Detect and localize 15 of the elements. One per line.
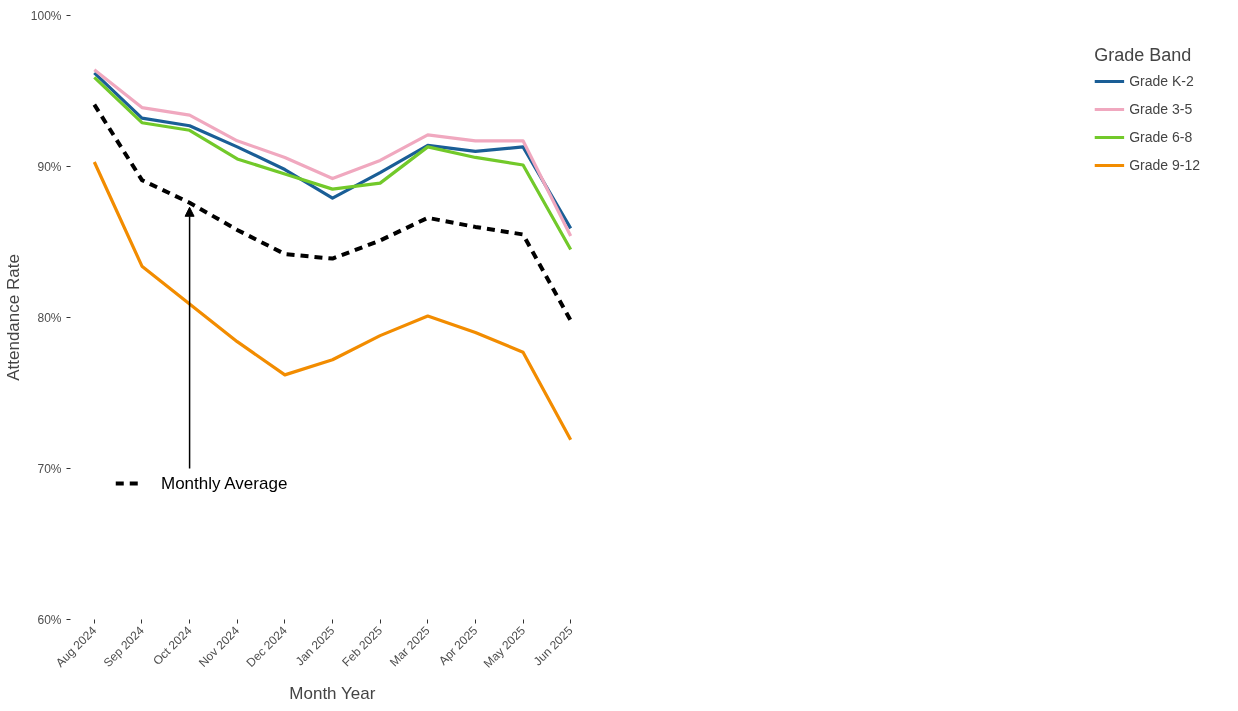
legend-label: Grade 9-12 <box>1129 157 1200 173</box>
y-axis-title: Attendance Rate <box>3 254 23 381</box>
line-series <box>92 160 573 442</box>
annotation: Monthly Average <box>161 474 288 494</box>
line-series <box>92 102 573 323</box>
legend-label: Grade 3-5 <box>1129 101 1193 117</box>
y-tick-label: 80% <box>37 310 62 325</box>
x-axis-title: Month Year <box>289 683 376 703</box>
legend-label: Grade 6-8 <box>1129 129 1193 145</box>
y-tick-label: 90% <box>37 159 62 174</box>
y-tick-label: 100% <box>30 8 62 23</box>
legend-label: Grade K-2 <box>1129 73 1194 89</box>
y-tick-label: 70% <box>37 461 62 476</box>
y-tick-label: 60% <box>37 612 62 627</box>
legend-title: Grade Band <box>1094 45 1193 66</box>
